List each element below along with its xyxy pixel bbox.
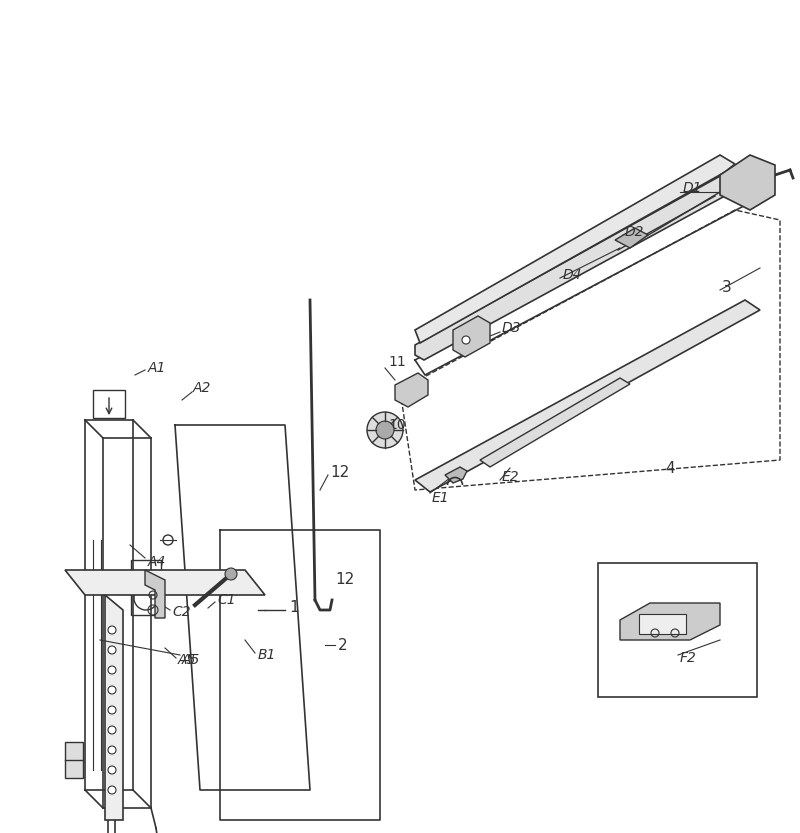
Text: E2: E2 xyxy=(502,470,520,484)
Circle shape xyxy=(108,726,116,734)
Circle shape xyxy=(108,766,116,774)
Text: A5: A5 xyxy=(182,653,200,667)
Text: 12: 12 xyxy=(330,465,350,480)
Bar xyxy=(131,560,161,615)
Polygon shape xyxy=(720,155,775,210)
FancyBboxPatch shape xyxy=(598,563,757,697)
Circle shape xyxy=(108,686,116,694)
Polygon shape xyxy=(620,603,720,640)
Text: D1: D1 xyxy=(683,181,702,195)
Circle shape xyxy=(108,666,116,674)
Circle shape xyxy=(376,421,394,439)
Text: 10: 10 xyxy=(388,418,406,432)
Polygon shape xyxy=(415,300,760,492)
Text: F2: F2 xyxy=(680,651,697,665)
Text: 4: 4 xyxy=(665,461,674,476)
Text: 1: 1 xyxy=(289,600,298,615)
Text: 2: 2 xyxy=(338,637,348,652)
Text: C1: C1 xyxy=(217,593,236,607)
Circle shape xyxy=(108,746,116,754)
Polygon shape xyxy=(65,570,265,595)
Text: A1: A1 xyxy=(148,361,166,375)
Circle shape xyxy=(108,706,116,714)
Circle shape xyxy=(108,646,116,654)
Polygon shape xyxy=(145,570,165,618)
Text: 11: 11 xyxy=(388,355,406,369)
Polygon shape xyxy=(395,373,428,407)
Text: D3: D3 xyxy=(502,321,522,335)
Text: A5: A5 xyxy=(178,653,196,667)
Polygon shape xyxy=(415,165,755,360)
Circle shape xyxy=(367,412,403,448)
FancyBboxPatch shape xyxy=(639,614,686,634)
Circle shape xyxy=(108,626,116,634)
Text: 12: 12 xyxy=(335,572,354,587)
Text: C2: C2 xyxy=(172,605,190,619)
Text: E1: E1 xyxy=(432,491,450,505)
Circle shape xyxy=(108,786,116,794)
Polygon shape xyxy=(480,378,630,467)
Circle shape xyxy=(462,336,470,344)
Circle shape xyxy=(225,568,237,580)
Text: B1: B1 xyxy=(258,648,276,662)
Text: 3: 3 xyxy=(722,281,732,296)
Polygon shape xyxy=(615,228,648,248)
Text: D4: D4 xyxy=(563,268,582,282)
Bar xyxy=(65,742,83,778)
Polygon shape xyxy=(105,595,123,820)
Polygon shape xyxy=(453,316,490,357)
Text: A2: A2 xyxy=(193,381,211,395)
Bar xyxy=(93,390,125,418)
Polygon shape xyxy=(445,467,467,483)
Polygon shape xyxy=(175,425,310,790)
Polygon shape xyxy=(415,155,735,343)
Text: A4: A4 xyxy=(148,555,166,569)
Text: D2: D2 xyxy=(625,225,645,239)
